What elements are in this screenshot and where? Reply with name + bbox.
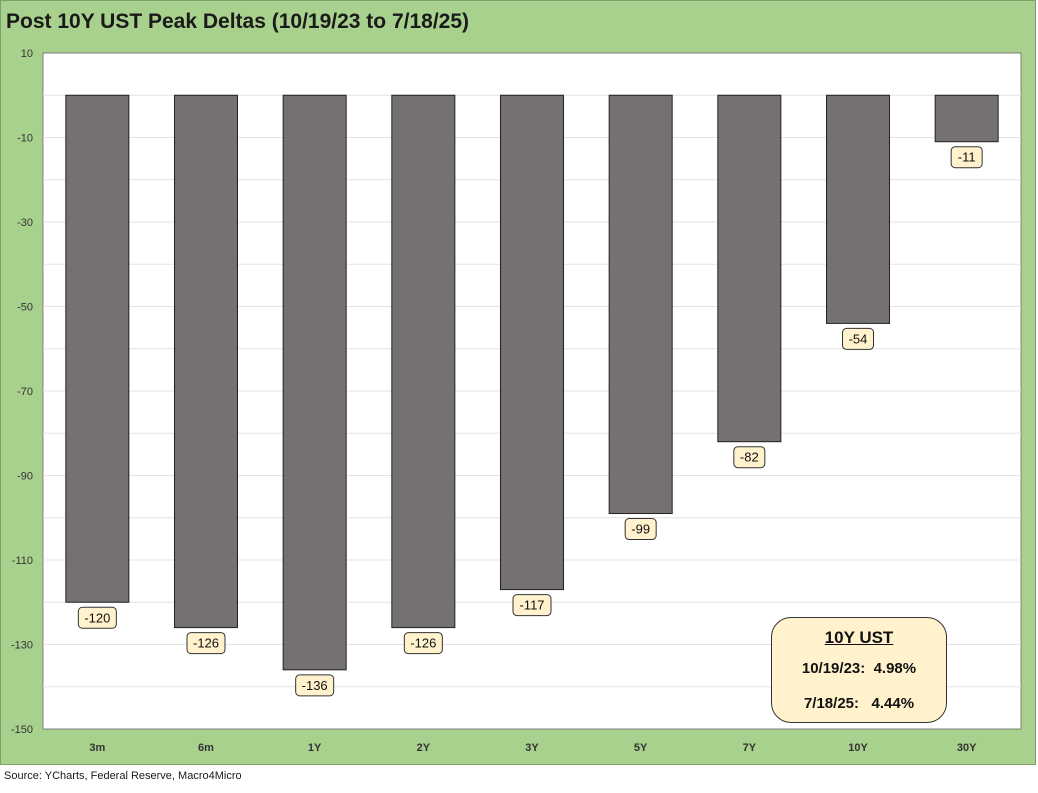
data-label-6m: -126 [186,632,226,655]
x-tick-label: 3Y [525,742,539,754]
y-tick-label: -50 [17,302,33,314]
data-label-text: -99 [631,522,650,537]
data-label-box [295,674,335,697]
data-label-box [77,606,117,629]
y-tick-label: -10 [17,133,33,145]
bar-3m [65,94,130,603]
bar-6m [173,94,239,629]
data-label-text: -126 [193,636,219,651]
bar-7Y [717,94,782,443]
bar-2Y [391,94,456,629]
y-tick-label: -90 [17,471,33,483]
data-label-10Y: -54 [842,327,874,350]
bar-3Y [499,94,565,591]
data-label-box [733,446,766,469]
data-label-box [624,518,657,541]
y-tick-label: -70 [17,386,33,398]
data-label-7Y: -82 [733,446,766,469]
data-label-box [512,594,552,617]
callout-title: 10Y UST [824,628,894,647]
y-tick-label: -130 [11,640,33,652]
y-tick-label: -30 [17,217,33,229]
bar-30Y [934,94,999,143]
data-label-text: -117 [519,598,544,613]
x-axis-ticks: 3m 6m 1Y 2Y 3Y 5Y 7Y 10Y 30Y [89,742,977,754]
bar-10Y [825,94,891,324]
chart-title: Post 10Y UST Peak Deltas (10/19/23 to 7/… [6,10,470,33]
data-label-box [186,632,226,655]
bar-1Y [282,94,347,671]
data-label-30Y: -11 [950,146,983,169]
data-label-5Y: -99 [624,518,657,541]
x-tick-label: 1Y [308,742,322,754]
x-tick-label: 30Y [957,742,977,754]
x-tick-label: 10Y [848,742,868,754]
data-label-box [842,327,874,350]
y-tick-label: -110 [12,555,33,567]
x-tick-label: 2Y [417,742,431,754]
bar-5Y [608,94,673,515]
data-labels: -120 -126 -136 -126 -117 -99 -82 -54 -11 [77,146,983,697]
data-label-text: -82 [740,450,759,465]
data-label-2Y: -126 [403,632,443,655]
data-label-text: -11 [958,150,976,165]
y-tick-label: 10 [21,48,33,60]
source-note: Source: YCharts, Federal Reserve, Macro4… [4,770,242,782]
data-label-text: -136 [302,678,328,693]
x-tick-label: 7Y [743,742,757,754]
data-label-text: -54 [849,331,868,346]
y-tick-label: -150 [11,724,33,736]
data-label-text: -120 [84,610,110,625]
callout-row-end: 7/18/25: 4.44% [803,695,915,712]
x-tick-label: 6m [198,742,214,754]
data-label-box [403,632,443,655]
x-tick-label: 3m [89,742,105,754]
y-axis-ticks: 10 -10 -30 -50 -70 -90 -110 -130 -150 [11,48,33,736]
x-tick-label: 5Y [634,742,648,754]
callout-row-start: 10/19/23: 4.98% [801,660,917,677]
data-label-text: -126 [410,636,436,651]
data-label-3m: -120 [77,606,117,629]
data-label-1Y: -136 [295,674,335,697]
data-label-box [950,146,983,169]
ust-yield-callout: 10Y UST 10/19/23: 4.98% 7/18/25: 4.44% [771,617,947,723]
data-label-3Y: -117 [512,594,552,617]
bars [65,94,999,671]
